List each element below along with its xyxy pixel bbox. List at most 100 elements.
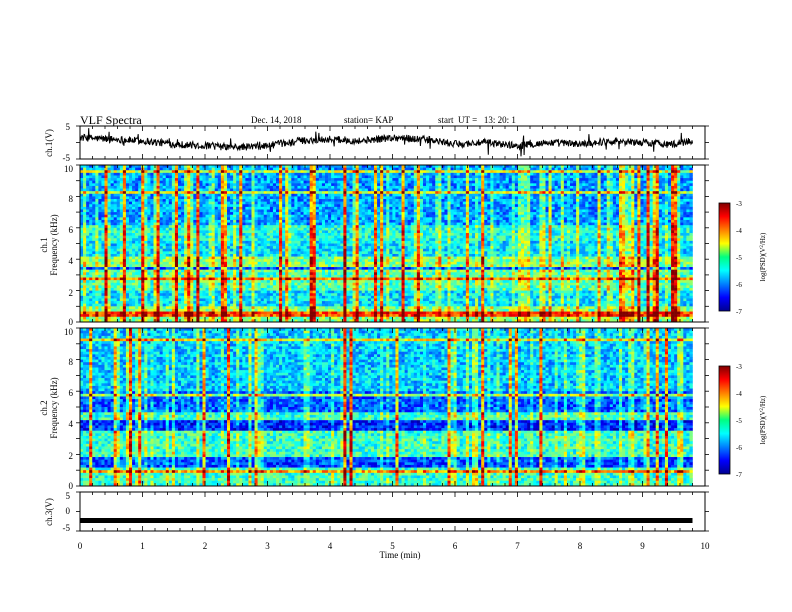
spectrogram-cell (264, 168, 267, 171)
spectrogram-cell (193, 168, 196, 171)
spectrogram-cell (157, 285, 160, 288)
spectrogram-cell (252, 228, 255, 231)
spectrogram-cell (89, 288, 92, 291)
spectrogram-cell (258, 270, 261, 273)
spectrogram-cell (325, 168, 328, 171)
spectrogram-cell (138, 267, 141, 270)
spectrogram-cell (267, 220, 270, 223)
spectrogram-cell (181, 257, 184, 260)
spectrogram-cell (276, 215, 279, 218)
spectrogram-cell (239, 249, 242, 252)
spectrogram-cell (184, 275, 187, 278)
spectrogram-cell (212, 293, 215, 296)
spectrogram-cell (144, 186, 147, 189)
spectrogram-cell (175, 317, 178, 320)
spectrogram-cell (325, 280, 328, 283)
spectrogram-cell (86, 301, 89, 304)
spectrogram-cell (147, 280, 150, 283)
spectrogram-cell (255, 238, 258, 241)
spectrogram-cell (141, 272, 144, 275)
spectrogram-cell (160, 204, 163, 207)
spectrogram-cell (218, 291, 221, 294)
spectrogram-cell (126, 183, 129, 186)
spectrogram-cell (199, 312, 202, 315)
spectrogram-cell (141, 191, 144, 194)
spectrogram-cell (285, 301, 288, 304)
spectrogram-cell (307, 223, 310, 226)
spectrogram-cell (316, 215, 319, 218)
spectrogram-cell (178, 257, 181, 260)
spectrogram-cell (270, 280, 273, 283)
spectrogram-cell (319, 251, 322, 254)
spectrogram-cell (322, 181, 325, 184)
spectrogram-cell (157, 275, 160, 278)
spectrogram-cell (313, 225, 316, 228)
spectrogram-cell (141, 262, 144, 265)
spectrogram-cell (101, 262, 104, 265)
spectrogram-cell (111, 285, 114, 288)
spectrogram-cell (307, 217, 310, 220)
spectrogram-cell (313, 168, 316, 171)
spectrogram-cell (212, 246, 215, 249)
spectrogram-cell (297, 217, 300, 220)
spectrogram-cell (215, 189, 218, 192)
spectrogram-cell (255, 283, 258, 286)
spectrogram-cell (190, 173, 193, 176)
spectrogram-cell (98, 170, 101, 173)
spectrogram-cell (150, 189, 153, 192)
spectrogram-cell (138, 217, 141, 220)
spectrogram-cell (291, 199, 294, 202)
spectrogram-cell (307, 254, 310, 257)
spectrogram-cell (276, 173, 279, 176)
spectrogram-cell (297, 223, 300, 226)
spectrogram-cell (144, 270, 147, 273)
spectrogram-cell (310, 259, 313, 262)
spectrogram-cell (129, 262, 132, 265)
spectrogram-cell (80, 285, 83, 288)
spectrogram-cell (294, 225, 297, 228)
spectrogram-cell (218, 283, 221, 286)
spectrogram-cell (319, 220, 322, 223)
spectrogram-cell (178, 270, 181, 273)
spectrogram-cell (172, 309, 175, 312)
spectrogram-cell (181, 212, 184, 215)
spectrogram-cell (160, 275, 163, 278)
spectrogram-cell (273, 259, 276, 262)
spectrogram-cell (310, 199, 313, 202)
spectrogram-cell (310, 228, 313, 231)
spectrogram-cell (267, 251, 270, 254)
spectrogram-cell (209, 238, 212, 241)
spectrogram-cell (279, 259, 282, 262)
spectrogram-cell (193, 230, 196, 233)
spectrogram-cell (123, 228, 126, 231)
spectrogram-cell (92, 280, 95, 283)
spectrogram-cell (316, 233, 319, 236)
spectrogram-cell (218, 304, 221, 307)
spectrogram-cell (175, 251, 178, 254)
spectrogram-cell (105, 223, 108, 226)
spectrogram-cell (163, 168, 166, 171)
spectrogram-cell (154, 314, 157, 317)
spectrogram-cell (181, 230, 184, 233)
spectrogram-cell (163, 259, 166, 262)
spectrogram-cell (105, 249, 108, 252)
spectrogram-cell (301, 296, 304, 299)
spectrogram-cell (279, 223, 282, 226)
spectrogram-cell (89, 262, 92, 265)
spectrogram-cell (224, 236, 227, 239)
spectrogram-cell (221, 173, 224, 176)
spectrogram-cell (169, 183, 172, 186)
spectrogram-cell (221, 168, 224, 171)
spectrogram-cell (267, 196, 270, 199)
spectrogram-cell (282, 228, 285, 231)
spectrogram-cell (203, 241, 206, 244)
spectrogram-cell (117, 207, 120, 210)
spectrogram-cell (105, 189, 108, 192)
spectrogram-cell (138, 301, 141, 304)
spectrogram-cell (111, 270, 114, 273)
spectrogram-cell (135, 270, 138, 273)
spectrogram-cell (313, 280, 316, 283)
spectrogram-cell (129, 191, 132, 194)
spectrogram-cell (279, 212, 282, 215)
spectrogram-cell (252, 181, 255, 184)
